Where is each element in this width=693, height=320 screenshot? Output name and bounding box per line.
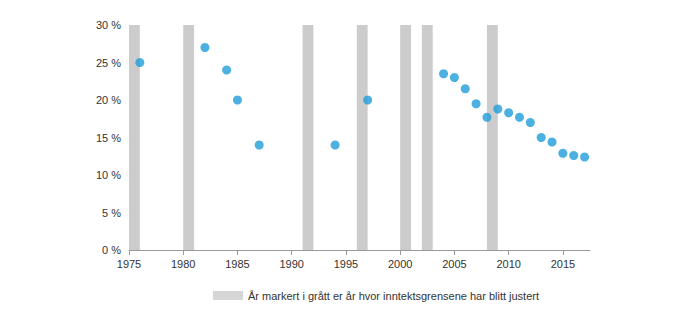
svg-text:1980: 1980 bbox=[171, 258, 195, 270]
svg-text:15 %: 15 % bbox=[96, 132, 121, 144]
svg-text:2010: 2010 bbox=[496, 258, 520, 270]
svg-text:2000: 2000 bbox=[388, 258, 412, 270]
svg-text:0 %: 0 % bbox=[102, 244, 121, 256]
svg-text:1990: 1990 bbox=[279, 258, 303, 270]
svg-text:1995: 1995 bbox=[334, 258, 358, 270]
svg-text:1985: 1985 bbox=[225, 258, 249, 270]
svg-text:2005: 2005 bbox=[442, 258, 466, 270]
svg-text:1975: 1975 bbox=[117, 258, 141, 270]
svg-text:10 %: 10 % bbox=[96, 169, 121, 181]
svg-text:20 %: 20 % bbox=[96, 94, 121, 106]
svg-text:25 %: 25 % bbox=[96, 57, 121, 69]
svg-text:År markert i grått er år hvor: År markert i grått er år hvor inntektsgr… bbox=[248, 290, 539, 302]
svg-text:5 %: 5 % bbox=[102, 207, 121, 219]
svg-text:2015: 2015 bbox=[551, 258, 575, 270]
svg-text:30 %: 30 % bbox=[96, 19, 121, 31]
